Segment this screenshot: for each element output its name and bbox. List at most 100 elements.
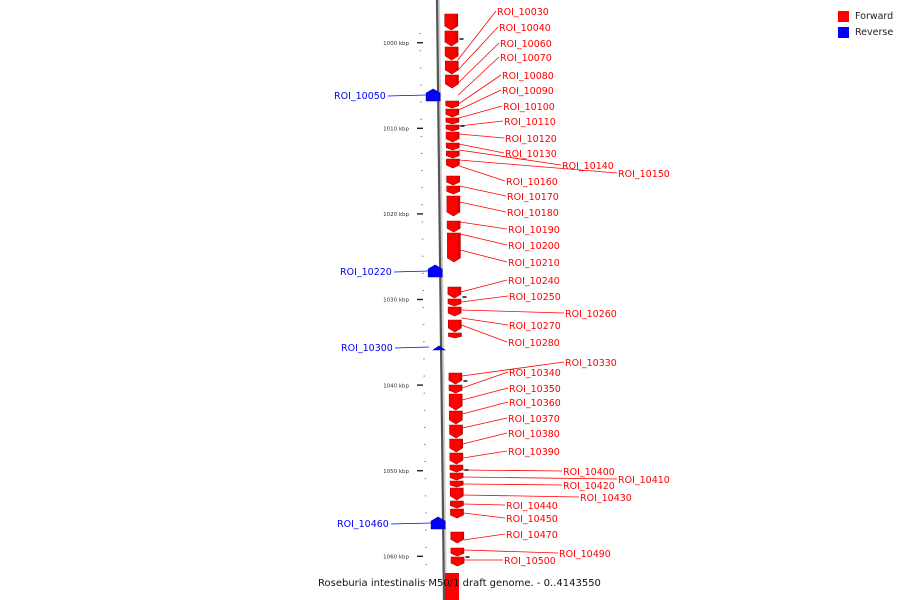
forward-gene-arrow <box>448 372 463 385</box>
forward-gene-arrow <box>445 74 459 89</box>
gene-label: ROI_10470 <box>506 530 558 541</box>
gene-shade <box>460 425 463 434</box>
legend-item-reverse: Reverse <box>838 25 893 40</box>
forward-gene-arrow <box>444 30 459 47</box>
gene-shade <box>457 176 460 182</box>
reverse-gene-arrow <box>427 264 443 278</box>
gene-label: ROI_10430 <box>580 493 632 504</box>
label-connector <box>458 120 504 127</box>
reverse-gene-arrow <box>430 516 446 530</box>
label-connector <box>463 476 618 480</box>
scale-label: 1050 kbp <box>383 469 409 475</box>
forward-gene-arrow <box>449 487 464 501</box>
gene-shade <box>458 299 462 304</box>
forward-gene-arrow <box>449 424 463 439</box>
gene-shade <box>460 481 464 485</box>
label-connector <box>390 522 432 525</box>
gene-label: ROI_10370 <box>508 414 560 425</box>
label-connector <box>457 10 497 61</box>
label-connector <box>461 361 565 377</box>
forward-gene-arrow <box>445 108 460 118</box>
gene-shade <box>455 14 458 26</box>
label-connector <box>462 450 508 459</box>
gene-shade <box>458 287 461 295</box>
gene-shade <box>461 557 465 563</box>
forward-gene-arrow <box>447 232 461 263</box>
forward-gene-arrow <box>450 500 464 509</box>
gene-label: ROI_10140 <box>562 161 614 172</box>
label-connector <box>463 503 506 506</box>
label-connector <box>460 295 509 303</box>
scale-label: 1010 kbp <box>383 127 409 133</box>
forward-gene-arrow <box>445 142 460 151</box>
gene-label: ROI_10040 <box>499 23 551 34</box>
gene-shade <box>460 509 464 515</box>
gene-shade <box>456 109 459 115</box>
label-connector <box>462 401 509 415</box>
gene-label: ROI_10190 <box>508 225 560 236</box>
forward-gene-arrow <box>446 158 460 169</box>
gene-shade <box>455 61 459 70</box>
gene-label: ROI_10300 <box>341 343 393 354</box>
label-connector <box>463 494 580 498</box>
legend-label-forward: Forward <box>855 11 894 22</box>
gene-shade <box>456 118 459 122</box>
forward-gene-block <box>445 573 459 600</box>
label-connector <box>463 533 506 541</box>
gene-label: ROI_10490 <box>559 549 611 560</box>
gene-shade <box>456 143 460 148</box>
gene-label: ROI_10360 <box>509 398 561 409</box>
gene-shade <box>460 439 463 448</box>
forward-gene-arrow <box>444 46 459 61</box>
label-connector <box>458 74 502 105</box>
label-connector <box>460 279 508 293</box>
gene-shade <box>459 411 463 420</box>
gene-shade <box>457 233 461 258</box>
forward-gene-arrow <box>447 306 462 317</box>
label-connector <box>459 201 507 213</box>
scale-label: 1020 kbp <box>383 212 409 218</box>
gene-shade <box>456 159 460 165</box>
gene-label: ROI_10260 <box>565 309 617 320</box>
label-connector <box>463 549 559 554</box>
gene-label: ROI_10280 <box>508 338 560 349</box>
gene-label: ROI_10200 <box>508 241 560 252</box>
label-connector <box>459 221 508 230</box>
label-connector <box>457 26 499 71</box>
gene-shade <box>459 394 463 406</box>
forward-gene-arrow <box>448 384 463 394</box>
reverse-swatch-icon <box>838 27 849 38</box>
gene-shade <box>460 465 463 470</box>
gene-shade <box>460 473 464 478</box>
gene-label: ROI_10390 <box>508 447 560 458</box>
forward-gene-arrow <box>449 472 464 481</box>
label-connector <box>461 371 509 389</box>
gene-shade <box>455 47 459 56</box>
gene-label: ROI_10270 <box>509 321 561 332</box>
forward-gene-arrow <box>450 508 464 519</box>
label-connector <box>461 309 565 314</box>
legend-item-forward: Forward <box>838 9 893 24</box>
forward-gene-arrow <box>449 464 464 473</box>
forward-gene-arrow <box>450 556 465 567</box>
forward-gene-arrow <box>447 286 462 299</box>
forward-gene-arrow <box>445 124 460 132</box>
gene-label: ROI_10110 <box>504 117 556 128</box>
gene-label: ROI_10180 <box>507 208 559 219</box>
label-connector <box>458 105 503 119</box>
label-connector <box>460 249 508 263</box>
gene-label: ROI_10460 <box>337 519 389 530</box>
gene-label: ROI_10150 <box>618 169 670 180</box>
forward-gene-arrow <box>449 452 464 465</box>
gene-label: ROI_10220 <box>340 267 392 278</box>
gene-shade <box>457 221 461 229</box>
forward-gene-arrow <box>448 332 462 339</box>
label-connector <box>394 346 430 349</box>
label-connector <box>393 270 429 273</box>
gene-shade <box>461 532 464 540</box>
gene-label: ROI_10350 <box>509 384 561 395</box>
label-connector <box>458 56 500 96</box>
gene-shade <box>456 151 460 156</box>
label-connector <box>462 432 508 445</box>
